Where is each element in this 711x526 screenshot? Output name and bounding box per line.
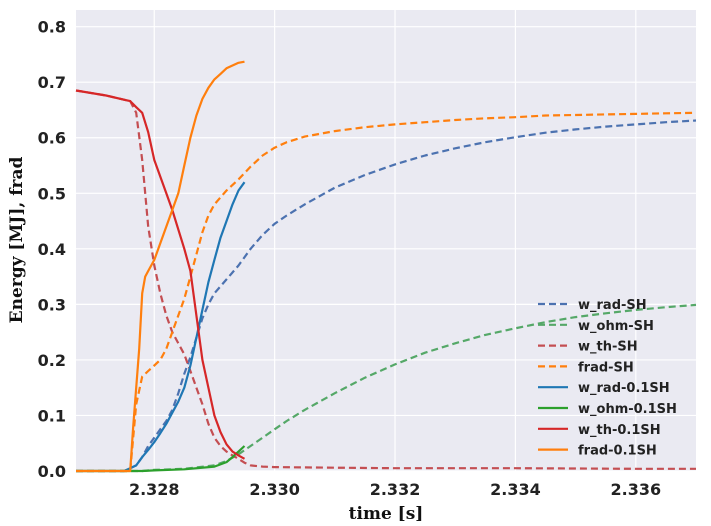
legend-label: w_ohm-SH	[578, 319, 654, 334]
grid-lines	[76, 10, 696, 472]
series-line-w_th-0.1SH	[75, 89, 246, 460]
x-tick-label: 2.332	[370, 480, 421, 499]
legend-label: w_ohm-0.1SH	[578, 402, 677, 417]
x-tick-label: 2.330	[249, 480, 300, 499]
plot-background	[76, 10, 696, 471]
legend-label: w_th-SH	[578, 340, 638, 355]
x-tick-labels: 2.328 2.330 2.332 2.334 2.336	[129, 480, 661, 499]
legend-label: frad-0.1SH	[578, 444, 657, 459]
y-tick-label: 0.7	[38, 73, 66, 92]
legend-label: w_rad-SH	[578, 298, 647, 313]
x-tick-label: 2.328	[129, 480, 180, 499]
series-line-frad-0.1SH	[76, 60, 245, 473]
legend-label: w_rad-0.1SH	[578, 381, 670, 396]
y-tick-label: 0.2	[38, 351, 66, 370]
series-line-frad-SH	[76, 111, 697, 473]
y-tick-label: 0.5	[38, 184, 66, 203]
x-tick-label: 2.336	[611, 480, 662, 499]
series-line-w_rad-SH	[76, 119, 697, 473]
legend-label: frad-SH	[578, 360, 634, 375]
y-tick-label: 0.0	[38, 462, 66, 481]
series-line-w_th-SH	[75, 89, 696, 470]
y-tick-label: 0.1	[38, 406, 66, 425]
series-line-w_rad-0.1SH	[76, 181, 246, 473]
y-tick-label: 0.6	[38, 129, 66, 148]
y-tick-labels: 0.0 0.1 0.2 0.3 0.4 0.5 0.6 0.7 0.8	[38, 18, 66, 481]
x-axis-label: time [s]	[349, 504, 424, 524]
series-line-w_ohm-SH	[76, 303, 697, 473]
y-tick-label: 0.8	[38, 18, 66, 37]
legend-label: w_th-0.1SH	[578, 423, 661, 438]
y-tick-label: 0.3	[38, 295, 66, 314]
y-axis-label: Energy [MJ], frad	[7, 157, 27, 324]
y-tick-label: 0.4	[38, 240, 66, 259]
series-layer	[75, 60, 697, 473]
legend: w_rad-SH w_ohm-SH w_th-SH frad-SH w_rad-0.1S…	[538, 298, 677, 459]
x-tick-label: 2.334	[490, 480, 541, 499]
